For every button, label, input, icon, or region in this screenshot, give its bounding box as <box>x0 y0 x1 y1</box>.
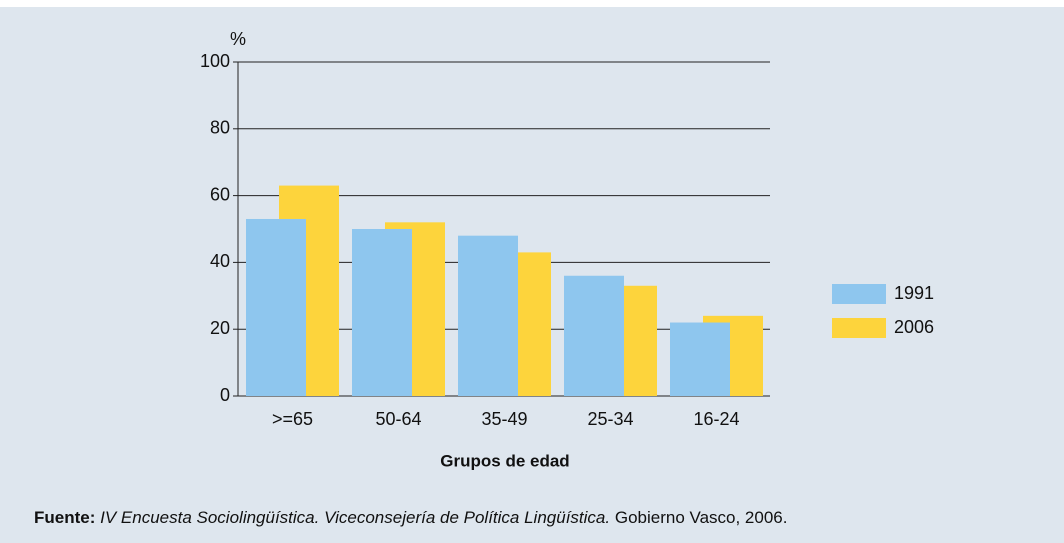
top-band <box>0 0 1064 7</box>
legend-swatch <box>832 284 886 304</box>
bar <box>670 322 730 396</box>
bar <box>352 229 412 396</box>
y-tick-label: 40 <box>210 251 230 271</box>
x-axis-label: Grupos de edad <box>440 451 569 470</box>
y-tick-label: 60 <box>210 184 230 204</box>
source-title: IV Encuesta Sociolingüística. Viceconsej… <box>100 508 610 527</box>
x-tick-label: >=65 <box>272 409 313 429</box>
y-unit: % <box>230 29 246 49</box>
legend-label: 2006 <box>894 317 934 337</box>
x-tick-label: 35-49 <box>481 409 527 429</box>
y-tick-label: 100 <box>200 51 230 71</box>
legend-swatch <box>832 318 886 338</box>
bar <box>458 235 518 396</box>
y-tick-label: 0 <box>220 385 230 405</box>
x-tick-label: 50-64 <box>375 409 421 429</box>
source: Fuente: IV Encuesta Sociolingüística. Vi… <box>34 508 787 527</box>
x-tick-label: 16-24 <box>693 409 739 429</box>
source-rest: Gobierno Vasco, 2006. <box>615 508 788 527</box>
y-tick-label: 80 <box>210 118 230 138</box>
x-tick-label: 25-34 <box>587 409 633 429</box>
bar <box>246 218 306 396</box>
y-tick-label: 20 <box>210 318 230 338</box>
bar <box>564 275 624 396</box>
legend-label: 1991 <box>894 283 934 303</box>
source-label: Fuente: <box>34 508 95 527</box>
